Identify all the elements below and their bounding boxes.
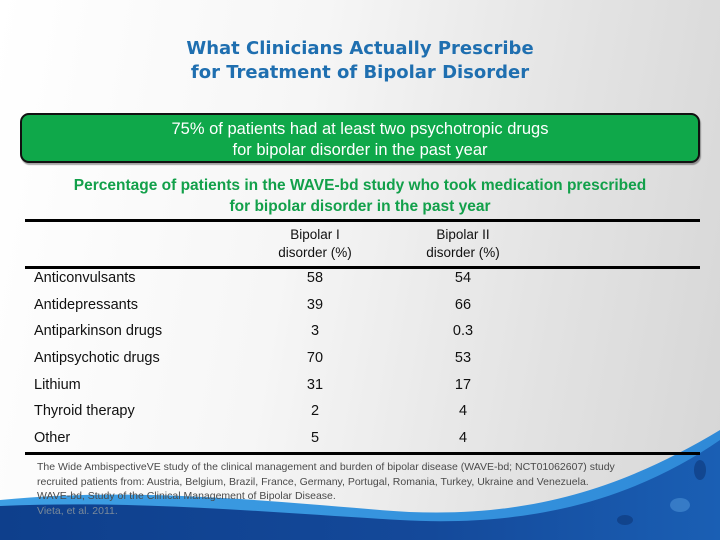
row-label: Antiparkinson drugs	[34, 323, 163, 340]
table-row: Antipsychotic drugs 70 53	[0, 347, 720, 374]
column-header-bipolar-2: Bipolar II disorder (%)	[398, 226, 528, 262]
table-row: Anticonvulsants 58 54	[0, 267, 720, 294]
bipolar-2-value: 66	[454, 296, 472, 313]
table-row: Thyroid therapy 2 4	[0, 400, 720, 427]
row-label: Lithium	[34, 376, 81, 393]
title-line-1: What Clinicians Actually Prescribe	[186, 38, 534, 59]
row-label: Thyroid therapy	[34, 403, 135, 420]
caption-line-2: for bipolar disorder in the past year	[229, 198, 491, 215]
bipolar-1-value: 58	[306, 270, 324, 286]
footnote-line-2: recruited patients from: Austria, Belgiu…	[37, 475, 589, 488]
column-header-bipolar-2-line-1: Bipolar II	[436, 227, 490, 242]
column-header-bipolar-1: Bipolar I disorder (%)	[250, 226, 380, 262]
citation: Vieta, et al. 2011.	[37, 504, 118, 517]
bipolar-2-value: 53	[454, 350, 472, 367]
table-header-rule	[25, 266, 700, 269]
bipolar-1-value: 5	[310, 430, 320, 447]
footnote-line-3: WAVE-bd, Study of the Clinical Managemen…	[37, 490, 336, 502]
bipolar-2-value: 17	[454, 376, 472, 393]
callout-line-1: 75% of patients had at least two psychot…	[171, 120, 549, 138]
row-label: Antidepressants	[34, 296, 138, 313]
row-label: Antipsychotic drugs	[34, 350, 160, 367]
caption-line-1: Percentage of patients in the WAVE-bd st…	[73, 177, 647, 194]
title-line-2: for Treatment of Bipolar Disorder	[190, 62, 530, 83]
bipolar-1-value: 3	[310, 323, 320, 340]
bipolar-1-value: 70	[306, 350, 324, 367]
table-row: Other 5 4	[0, 427, 720, 454]
table-body: Anticonvulsants 58 54 Antidepressants 39…	[0, 267, 720, 454]
table-row: Antiparkinson drugs 3 0.3	[0, 320, 720, 347]
bipolar-2-value: 0.3	[452, 323, 474, 340]
bipolar-1-value: 39	[306, 296, 324, 313]
footnote-line-1: The Wide AmbispectiveVE study of the cli…	[37, 461, 615, 473]
column-header-bipolar-1-line-1: Bipolar I	[290, 227, 340, 242]
bipolar-1-value: 31	[306, 376, 324, 393]
table-bottom-rule	[25, 452, 700, 455]
column-header-bipolar-1-line-2: disorder (%)	[278, 245, 352, 260]
footnote: The Wide AmbispectiveVE study of the cli…	[37, 460, 717, 518]
bipolar-2-value: 4	[458, 430, 468, 447]
column-header-bipolar-2-line-2: disorder (%)	[426, 245, 500, 260]
bipolar-1-value: 2	[310, 403, 320, 420]
bipolar-2-value: 54	[454, 270, 472, 286]
table-row: Lithium 31 17	[0, 374, 720, 401]
table-row: Antidepressants 39 66	[0, 294, 720, 321]
bipolar-2-value: 4	[458, 403, 468, 420]
table-caption: Percentage of patients in the WAVE-bd st…	[0, 175, 720, 217]
table-top-rule	[25, 219, 700, 222]
callout-line-2: for bipolar disorder in the past year	[232, 141, 488, 159]
table-header: Bipolar I disorder (%) Bipolar II disord…	[0, 226, 720, 266]
row-label: Anticonvulsants	[34, 270, 136, 286]
slide-title: What Clinicians Actually Prescribe for T…	[0, 37, 720, 85]
row-label: Other	[34, 430, 71, 447]
key-finding-callout: 75% of patients had at least two psychot…	[20, 113, 700, 163]
